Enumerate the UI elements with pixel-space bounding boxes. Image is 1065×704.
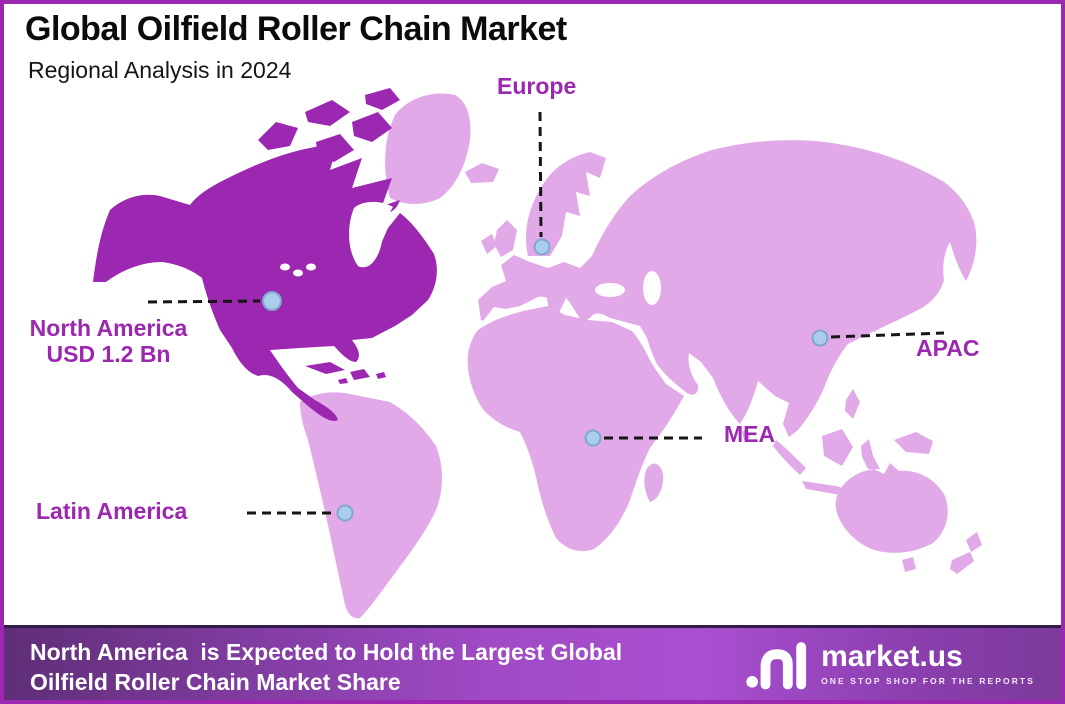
marker-europe [533,238,551,256]
label-north-america-name: North America [29,315,188,341]
label-north-america-value: USD 1.2 Bn [46,340,171,367]
label-apac: APAC [916,335,980,361]
marker-mea [584,429,602,447]
map-water-details [280,201,661,305]
marketus-logo-icon [746,642,807,690]
connector-europe [538,111,543,238]
connectors [147,111,945,515]
marker-latin-america [336,504,354,522]
connector-apac [830,331,945,339]
header: Global Oilfield Roller Chain Market Regi… [25,10,567,84]
connector-north-america [147,299,261,304]
page-subtitle: Regional Analysis in 2024 [28,57,292,83]
footer-headline: North America is Expected to Hold the La… [30,639,623,696]
marker-north-america [262,291,282,311]
marketus-logo: market.us ONE STOP SHOP FOR THE REPORTS [745,635,1035,693]
logo-name: market.us [821,640,963,673]
footer-banner: North America is Expected to Hold the La… [4,625,1061,700]
label-mea: MEA [724,421,776,447]
region-rest-of-world [300,93,982,619]
page-title: Global Oilfield Roller Chain Market [25,10,567,48]
logo-tagline: ONE STOP SHOP FOR THE REPORTS [821,676,1035,686]
marker-apac [811,329,829,347]
label-north-america: North America USD 1.2 Bn [6,315,211,368]
label-latin-america: Latin America [36,498,188,524]
marketus-logo-text: market.us ONE STOP SHOP FOR THE REPORTS [821,640,1035,687]
label-europe: Europe [497,73,577,99]
region-north-america [93,88,437,421]
markers [262,238,829,522]
